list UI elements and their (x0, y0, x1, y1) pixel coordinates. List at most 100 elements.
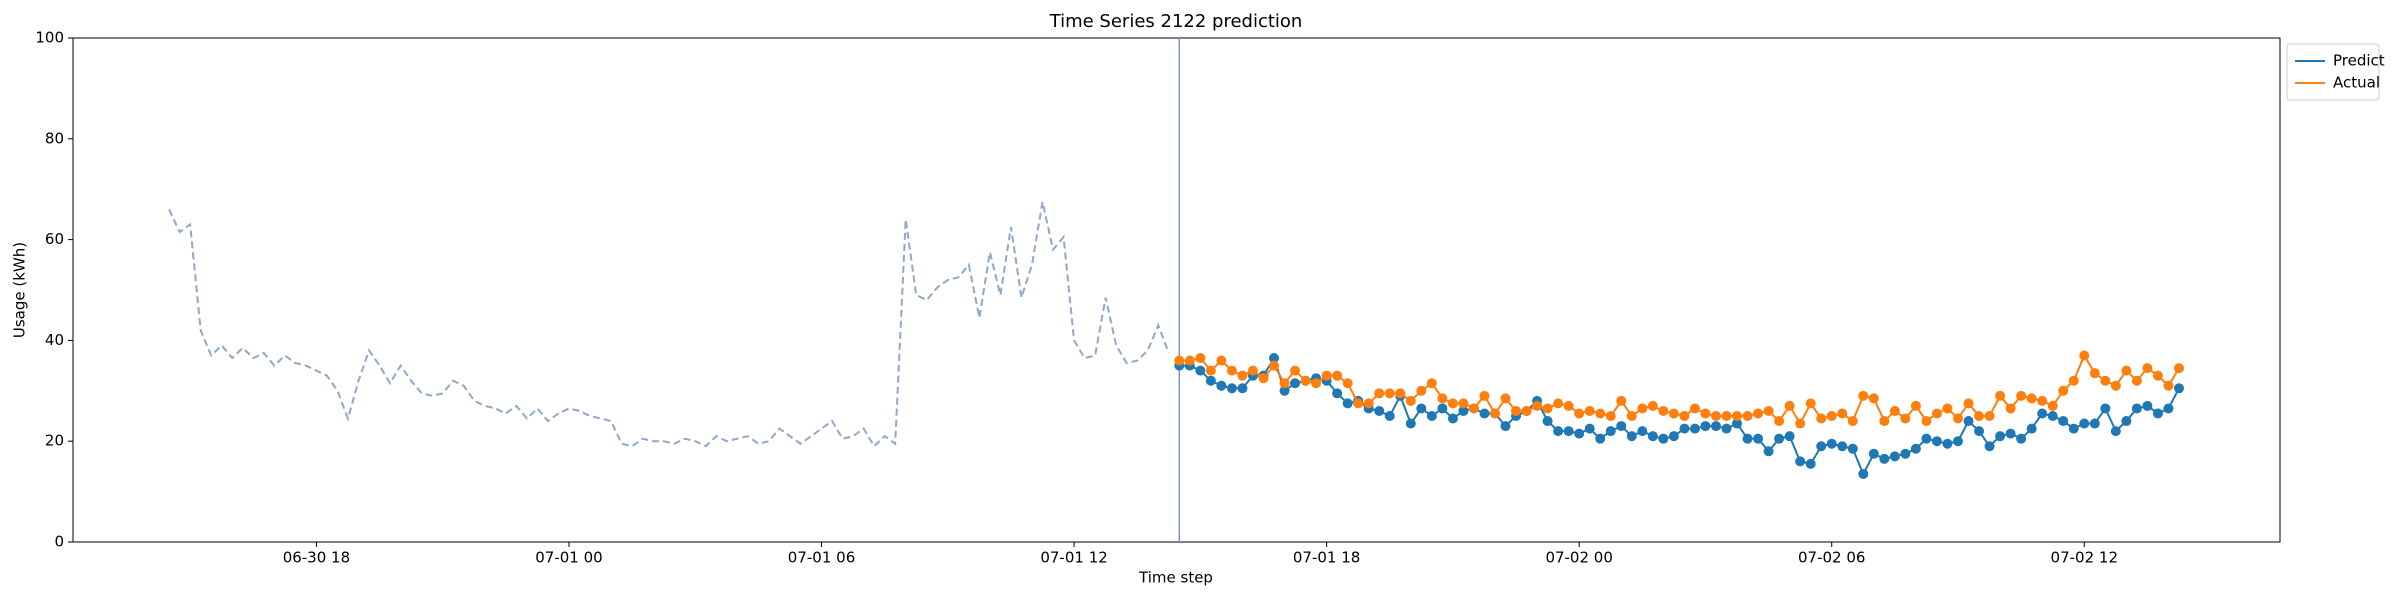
data-point (1974, 411, 1985, 421)
data-point (1921, 416, 1932, 427)
data-point (2016, 433, 2027, 444)
data-point (1984, 441, 1995, 452)
data-point (1889, 405, 1900, 416)
data-point (1952, 413, 1963, 424)
data-point (1858, 390, 1869, 401)
data-point (1521, 405, 1532, 416)
data-point (1247, 365, 1258, 376)
data-point (1910, 443, 1921, 454)
data-point (1784, 400, 1795, 411)
history-line (168, 201, 1170, 448)
data-point (1563, 400, 1574, 411)
data-point (1437, 403, 1448, 414)
data-point (2100, 375, 2111, 386)
data-point (1426, 378, 1437, 389)
data-point (1868, 448, 1879, 459)
data-point (1205, 375, 1216, 386)
data-point (2058, 416, 2069, 427)
data-point (1205, 365, 1216, 376)
data-point (1447, 398, 1458, 409)
data-point (1816, 441, 1827, 452)
data-point (1689, 403, 1700, 414)
data-point (2079, 418, 2090, 429)
data-point (1363, 398, 1374, 409)
data-point (1384, 411, 1395, 421)
data-point (1837, 441, 1848, 452)
data-point (1405, 395, 1416, 406)
y-tick-label: 80 (45, 129, 64, 147)
data-point (1795, 456, 1806, 467)
data-point (2100, 403, 2111, 414)
data-point (1489, 408, 1500, 419)
data-point (1416, 403, 1427, 414)
x-tick-label: 07-01 12 (1040, 549, 1107, 567)
data-point (1647, 400, 1658, 411)
x-tick-label: 06-30 18 (283, 549, 350, 567)
data-point (1553, 398, 1564, 409)
data-point (1889, 451, 1900, 462)
data-point (1710, 421, 1721, 432)
data-point (2163, 403, 2174, 414)
data-point (1637, 426, 1648, 437)
data-point (2142, 363, 2153, 374)
data-point (2037, 408, 2048, 419)
data-point (1195, 353, 1206, 364)
data-point (1532, 400, 1543, 411)
data-point (1216, 355, 1227, 366)
data-point (1405, 418, 1416, 429)
data-point (2026, 423, 2037, 434)
data-point (1784, 431, 1795, 442)
data-point (1732, 411, 1743, 421)
data-point (1563, 426, 1574, 437)
data-point (1763, 405, 1774, 416)
data-point (1195, 365, 1206, 376)
data-point (1963, 398, 1974, 409)
data-point (2005, 428, 2016, 439)
data-point (1668, 431, 1679, 442)
data-point (1290, 378, 1301, 389)
data-point (1395, 388, 1406, 399)
data-point (2005, 403, 2016, 414)
data-point (1511, 405, 1522, 416)
data-point (1584, 405, 1595, 416)
data-point (1574, 428, 1585, 439)
data-point (1426, 411, 1437, 421)
data-point (1826, 411, 1837, 421)
data-point (1258, 373, 1269, 384)
data-point (1458, 405, 1469, 416)
legend-label: Actual (2333, 74, 2380, 92)
data-point (2026, 393, 2037, 404)
data-point (1342, 398, 1353, 409)
data-point (1542, 416, 1553, 427)
y-tick-label: 0 (54, 533, 64, 551)
data-point (1995, 431, 2006, 442)
y-axis-label: Usage (kWh) (11, 242, 29, 338)
data-point (1184, 355, 1195, 366)
data-point (1458, 398, 1469, 409)
data-point (1637, 403, 1648, 414)
data-point (1921, 433, 1932, 444)
data-point (2068, 423, 2079, 434)
data-point (1479, 408, 1490, 419)
data-point (2110, 380, 2121, 391)
data-point (1616, 421, 1627, 432)
data-point (1858, 468, 1869, 479)
data-point (1721, 411, 1732, 421)
data-point (1826, 438, 1837, 449)
data-point (1942, 438, 1953, 449)
data-point (1700, 408, 1711, 419)
data-point (1300, 375, 1311, 386)
data-point (1879, 453, 1890, 464)
data-point (1595, 408, 1606, 419)
data-point (1710, 411, 1721, 421)
data-point (1963, 416, 1974, 427)
data-point (1553, 426, 1564, 437)
data-point (1658, 405, 1669, 416)
data-point (2089, 368, 2100, 379)
data-point (2121, 365, 2132, 376)
data-point (1468, 403, 1479, 414)
data-point (1626, 411, 1637, 421)
data-point (1226, 383, 1237, 394)
data-point (1384, 388, 1395, 399)
y-tick-label: 100 (35, 29, 64, 47)
